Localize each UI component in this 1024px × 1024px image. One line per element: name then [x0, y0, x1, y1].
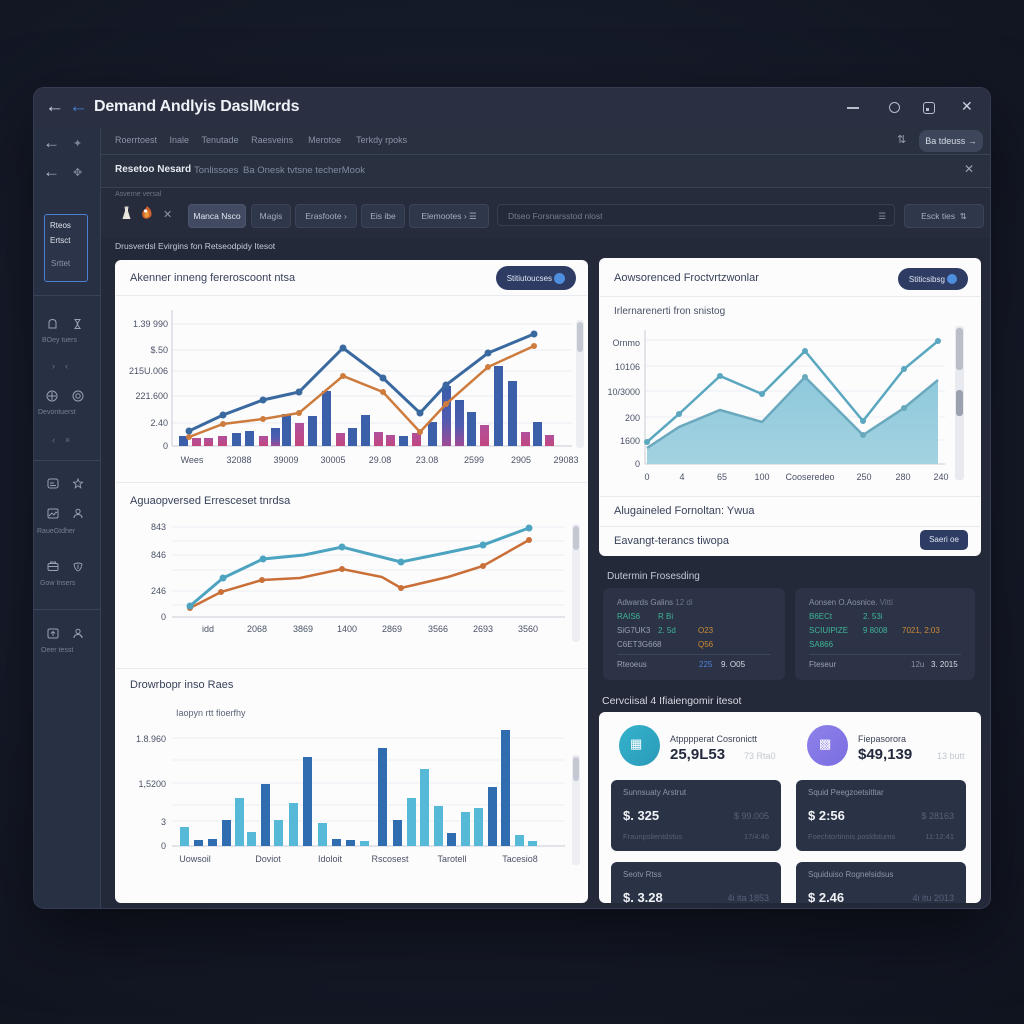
- svg-text:221.600: 221.600: [135, 391, 168, 401]
- svg-text:215U.006: 215U.006: [129, 366, 168, 376]
- svg-text:1.39 990: 1.39 990: [133, 319, 168, 329]
- svg-text:846: 846: [151, 550, 166, 560]
- svg-text:3560: 3560: [518, 624, 538, 634]
- svg-text:1.8.960: 1.8.960: [136, 734, 166, 744]
- svg-text:2068: 2068: [247, 624, 267, 634]
- svg-text:Tarotell: Tarotell: [437, 854, 466, 864]
- svg-text:3869: 3869: [293, 624, 313, 634]
- svg-text:0: 0: [635, 459, 640, 469]
- svg-text:1400: 1400: [337, 624, 357, 634]
- svg-text:10106: 10106: [615, 362, 640, 372]
- svg-text:246: 246: [151, 586, 166, 596]
- svg-text:2905: 2905: [511, 455, 531, 465]
- svg-text:Tacesio8: Tacesio8: [502, 854, 538, 864]
- svg-text:2869: 2869: [382, 624, 402, 634]
- svg-text:0: 0: [161, 841, 166, 851]
- svg-text:200: 200: [625, 413, 640, 423]
- svg-text:23.08: 23.08: [416, 455, 439, 465]
- svg-text:250: 250: [856, 472, 871, 482]
- svg-text:Cooseredeo: Cooseredeo: [785, 472, 834, 482]
- svg-text:2.40: 2.40: [150, 418, 168, 428]
- svg-text:2693: 2693: [473, 624, 493, 634]
- svg-text:$.50: $.50: [150, 345, 168, 355]
- svg-text:4: 4: [679, 472, 684, 482]
- svg-text:1600: 1600: [620, 436, 640, 446]
- svg-text:843: 843: [151, 522, 166, 532]
- svg-text:29083: 29083: [553, 455, 578, 465]
- svg-text:100: 100: [754, 472, 769, 482]
- svg-text:Uowsoil: Uowsoil: [179, 854, 211, 864]
- svg-text:29.08: 29.08: [369, 455, 392, 465]
- svg-text:2599: 2599: [464, 455, 484, 465]
- svg-text:0: 0: [163, 441, 168, 451]
- svg-text:Ornmo: Ornmo: [612, 338, 640, 348]
- svg-text:32088: 32088: [226, 455, 251, 465]
- svg-text:3566: 3566: [428, 624, 448, 634]
- svg-text:65: 65: [717, 472, 727, 482]
- svg-text:Rscosest: Rscosest: [371, 854, 409, 864]
- svg-text:idd: idd: [202, 624, 214, 634]
- svg-text:0: 0: [644, 472, 649, 482]
- svg-text:0: 0: [161, 612, 166, 622]
- svg-text:Wees: Wees: [181, 455, 204, 465]
- svg-text:Doviot: Doviot: [255, 854, 281, 864]
- svg-text:10/3000: 10/3000: [607, 387, 640, 397]
- svg-text:39009: 39009: [273, 455, 298, 465]
- svg-text:240: 240: [933, 472, 948, 482]
- svg-text:1,5200: 1,5200: [138, 779, 166, 789]
- svg-text:30005: 30005: [320, 455, 345, 465]
- svg-text:3: 3: [161, 817, 166, 827]
- svg-text:Idoloit: Idoloit: [318, 854, 343, 864]
- svg-text:280: 280: [895, 472, 910, 482]
